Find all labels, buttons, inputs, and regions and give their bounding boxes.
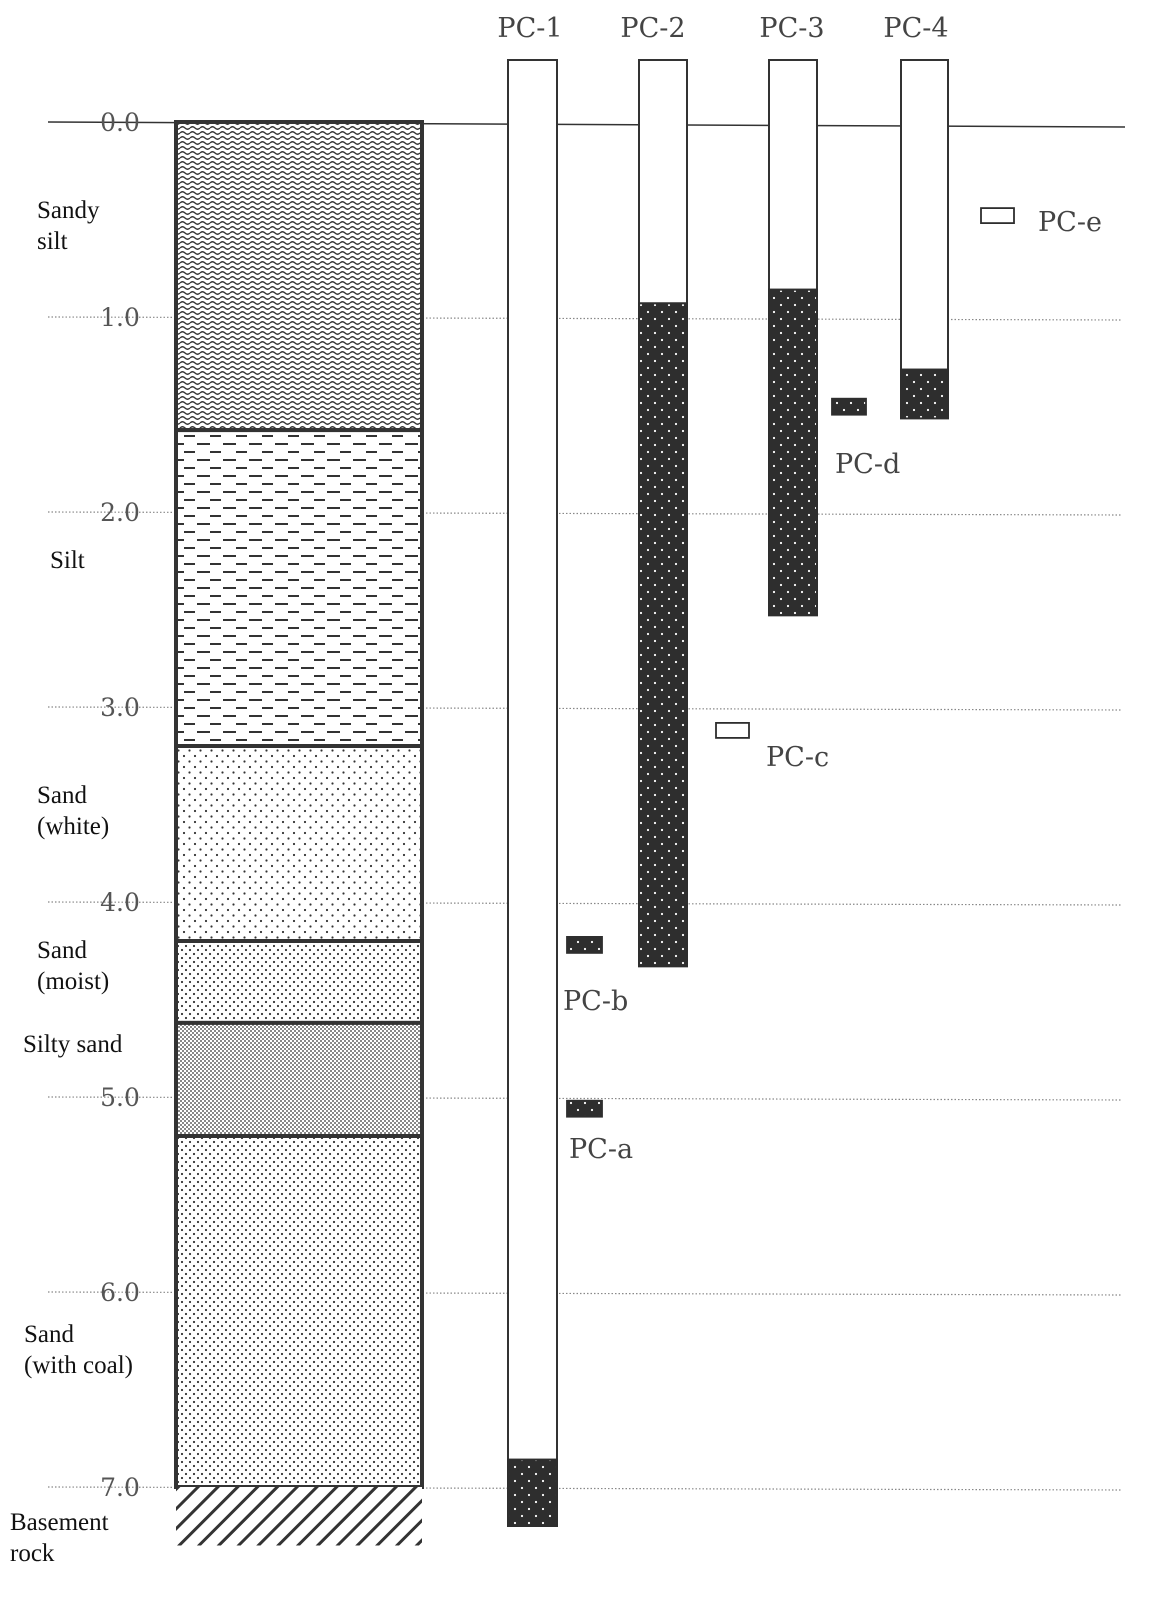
pc-a-sample-marker bbox=[566, 1099, 603, 1118]
layer-label-sand-moist: Sand bbox=[37, 937, 88, 964]
pc-4-label: PC-4 bbox=[883, 13, 948, 44]
depth-tick-label: 1.0 bbox=[100, 303, 140, 332]
depth-axis: 0.0 1.0 2.0 3.0 4.0 5.0 6.0 7.0 bbox=[100, 108, 140, 1502]
layer-sand-moist bbox=[174, 939, 424, 1025]
depth-tick-label: 4.0 bbox=[100, 888, 140, 917]
depth-tick-label: 5.0 bbox=[100, 1083, 140, 1112]
pc-2-filled-section bbox=[638, 302, 688, 968]
layer-label-sand-coal: (with coal) bbox=[24, 1352, 133, 1379]
pc-b-sample-marker bbox=[566, 936, 603, 954]
depth-tick-label: 6.0 bbox=[100, 1278, 140, 1307]
pc-c-sample-marker bbox=[715, 722, 750, 739]
layer-label-sand-white: (white) bbox=[37, 813, 109, 840]
pc-samples: PC-e PC-d PC-c PC-b PC-a bbox=[563, 207, 1102, 1165]
pc-c-label: PC-c bbox=[766, 742, 829, 773]
layer-label-silty-sand: Silty sand bbox=[23, 1031, 123, 1058]
layer-label-basement-rock: Basement bbox=[10, 1509, 109, 1536]
layer-silty-sand bbox=[174, 1020, 424, 1139]
pc-3-filled-section bbox=[768, 288, 818, 617]
layer-basement-rock bbox=[176, 1487, 422, 1546]
layer-label-silt: Silt bbox=[50, 547, 85, 574]
pc-4-empty-section bbox=[900, 59, 949, 371]
pc-d-sample-marker bbox=[831, 397, 867, 416]
pc-1-label: PC-1 bbox=[497, 13, 562, 44]
layer-sand-white bbox=[174, 744, 424, 943]
depth-tick-label: 2.0 bbox=[100, 498, 140, 527]
pc-2-label: PC-2 bbox=[620, 13, 685, 44]
pc-3-empty-section bbox=[768, 59, 818, 291]
layer-sand-coal bbox=[174, 1134, 424, 1489]
stratigraphic-column bbox=[174, 120, 424, 1546]
layer-label-sandy-silt: Sandy bbox=[37, 197, 100, 224]
pc-1-empty-section bbox=[507, 59, 558, 1461]
pc-2-empty-section bbox=[638, 59, 688, 305]
pc-b-label: PC-b bbox=[563, 986, 628, 1017]
layer-label-sand-moist: (moist) bbox=[37, 968, 109, 995]
layer-label-sand-white: Sand bbox=[37, 782, 88, 809]
depth-tick-label: 0.0 bbox=[100, 108, 140, 137]
pc-a-label: PC-a bbox=[569, 1134, 633, 1165]
pc-e-sample-marker bbox=[980, 207, 1015, 225]
depth-tick-label: 3.0 bbox=[100, 693, 140, 722]
layer-label-sand-coal: Sand bbox=[24, 1321, 75, 1348]
pc-columns: PC-1 PC-2 PC-3 PC-4 bbox=[497, 13, 949, 1527]
pc-d-label: PC-d bbox=[835, 449, 900, 480]
layer-labels: Sandy silt Silt Sand (white) Sand (moist) Silty… bbox=[10, 197, 133, 1567]
layer-label-basement-rock: rock bbox=[10, 1540, 55, 1567]
depth-tick-label: 7.0 bbox=[100, 1473, 140, 1502]
layer-silt bbox=[174, 428, 424, 748]
pc-3-label: PC-3 bbox=[759, 13, 824, 44]
layer-sandy-silt bbox=[174, 120, 424, 433]
pc-1-filled-section bbox=[507, 1458, 558, 1527]
layer-label-sandy-silt: silt bbox=[37, 228, 68, 255]
pc-e-label: PC-e bbox=[1038, 207, 1102, 238]
pc-4-filled-section bbox=[900, 368, 949, 420]
